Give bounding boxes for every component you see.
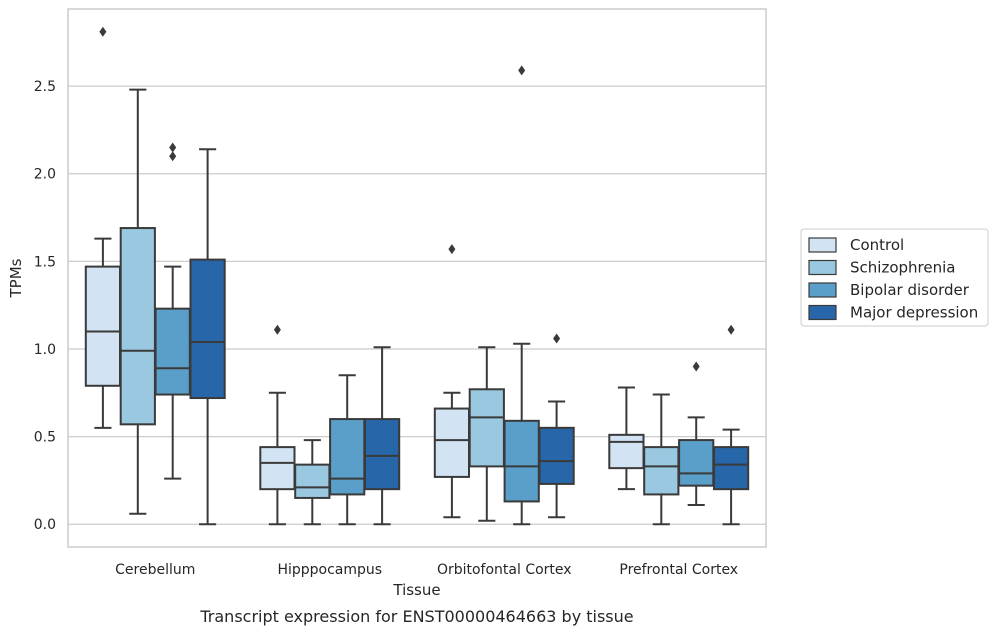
legend-label: Major depression bbox=[850, 304, 978, 322]
legend: Control Schizophrenia Bipolar disorder Majo… bbox=[800, 228, 989, 327]
box-group bbox=[154, 142, 191, 480]
y-tick-label: 2.5 bbox=[34, 79, 56, 95]
y-tick-label: 1.0 bbox=[34, 342, 56, 358]
outlier-point bbox=[553, 333, 561, 344]
box-group bbox=[433, 244, 471, 519]
y-tick-label: 0.0 bbox=[34, 517, 56, 533]
y-tick-label: 1.5 bbox=[34, 254, 56, 270]
box-iqr bbox=[433, 407, 471, 478]
box-iqr bbox=[468, 388, 505, 468]
box-group bbox=[329, 374, 366, 526]
x-tick-label: Cerebellum bbox=[115, 562, 195, 578]
boxes bbox=[84, 26, 750, 526]
legend-swatch bbox=[808, 282, 837, 298]
box-group bbox=[538, 333, 575, 519]
box-iqr bbox=[154, 307, 191, 396]
box-group bbox=[643, 393, 680, 526]
outlier-point bbox=[518, 65, 526, 76]
box-group bbox=[608, 386, 645, 491]
legend-swatch bbox=[808, 304, 837, 321]
outlier-point bbox=[99, 26, 107, 37]
box-iqr bbox=[608, 433, 645, 470]
box-iqr bbox=[259, 446, 296, 491]
box-iqr bbox=[363, 418, 401, 491]
box-group bbox=[189, 148, 226, 526]
outlier-point bbox=[727, 324, 735, 335]
x-tick-label: Hipppocampus bbox=[277, 562, 382, 578]
box-iqr bbox=[84, 265, 122, 387]
box-iqr bbox=[189, 258, 226, 400]
x-tick-labels: Cerebellum Hipppocampus Orbitofontal Corte… bbox=[115, 562, 738, 578]
outlier-point bbox=[169, 142, 177, 153]
box-group bbox=[119, 88, 156, 515]
x-axis-label: Tissue bbox=[392, 581, 440, 599]
box-group bbox=[468, 346, 505, 522]
y-tick-label: 0.5 bbox=[34, 430, 56, 446]
legend-label: Schizophrenia bbox=[850, 259, 955, 277]
box-group bbox=[363, 346, 401, 526]
legend-swatch bbox=[808, 259, 837, 276]
legend-frame bbox=[800, 228, 989, 327]
box-group bbox=[678, 361, 715, 506]
box-iqr bbox=[503, 419, 540, 503]
outlier-point bbox=[273, 324, 281, 335]
box-group bbox=[503, 65, 540, 526]
legend-label: Control bbox=[850, 236, 904, 254]
box-iqr bbox=[712, 446, 750, 491]
box-group bbox=[84, 26, 122, 429]
plot-frame bbox=[67, 8, 767, 548]
box-iqr bbox=[119, 227, 156, 426]
y-tick-labels: 0.0 0.5 1.0 1.5 2.0 2.5 bbox=[34, 79, 56, 533]
figure-caption: Transcript expression for ENST0000046466… bbox=[199, 607, 633, 626]
box-iqr bbox=[329, 418, 366, 496]
legend-swatch bbox=[808, 237, 837, 253]
box-group bbox=[294, 439, 331, 526]
outlier-point bbox=[169, 151, 177, 162]
y-tick-label: 2.0 bbox=[34, 167, 56, 183]
box-group bbox=[259, 324, 296, 526]
outlier-point bbox=[692, 361, 700, 372]
x-tick-label: Prefrontal Cortex bbox=[619, 562, 738, 578]
box-iqr bbox=[643, 446, 680, 496]
x-tick-label: Orbitofontal Cortex bbox=[437, 562, 572, 578]
box-group bbox=[712, 324, 750, 526]
outlier-point bbox=[448, 244, 456, 255]
box-iqr bbox=[294, 463, 331, 499]
box-iqr bbox=[538, 426, 575, 485]
y-axis-label: TPMs bbox=[7, 258, 25, 298]
box-iqr bbox=[678, 439, 715, 487]
legend-label: Bipolar disorder bbox=[850, 281, 970, 299]
